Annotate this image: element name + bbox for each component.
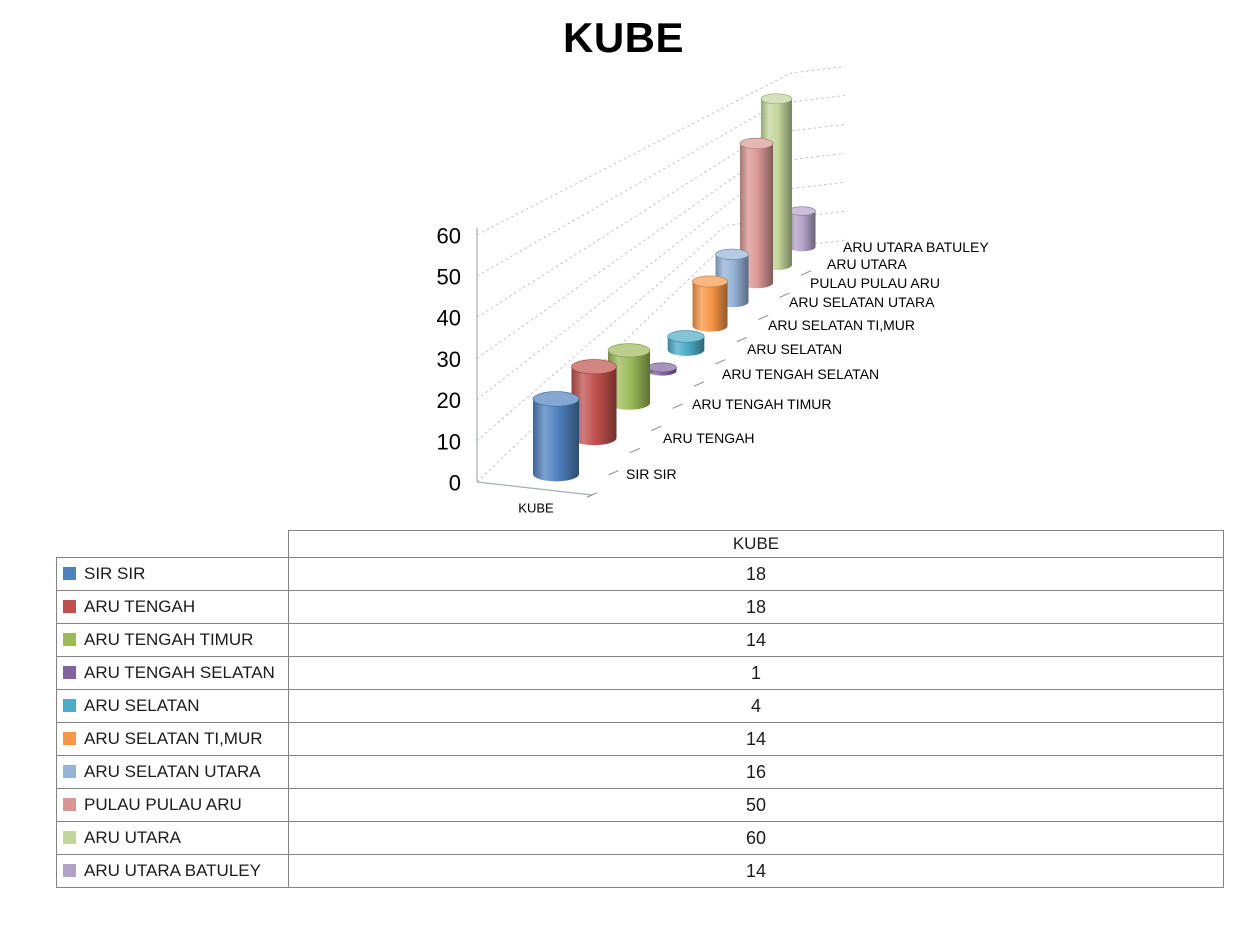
category-label: ARU SELATAN TI,MUR <box>768 317 915 333</box>
legend-swatch <box>63 666 76 679</box>
y-axis-label: 20 <box>437 388 461 413</box>
row-value: 60 <box>288 821 1224 855</box>
chart-title: KUBE <box>562 14 684 61</box>
cylinder-top <box>715 248 749 260</box>
category-label: ARU UTARA <box>827 256 908 272</box>
row-label: ARU SELATAN TI,MUR <box>84 729 263 748</box>
category-tick <box>608 470 619 476</box>
row-label: SIR SIR <box>84 564 146 583</box>
row-label: ARU SELATAN UTARA <box>84 762 261 781</box>
table-row: SIR SIR 18 <box>56 557 1224 591</box>
row-value: 50 <box>288 788 1224 822</box>
cylinder-body <box>533 398 579 474</box>
table-row: ARU SELATAN UTARA 16 <box>56 755 1224 789</box>
table-corner-cell <box>57 531 289 558</box>
cylinder-body <box>788 211 816 247</box>
row-label: ARU UTARA BATULEY <box>84 861 261 880</box>
legend-swatch <box>63 633 76 646</box>
category-tick <box>757 314 769 321</box>
category-label: PULAU PULAU ARU <box>810 275 940 291</box>
chart-data-table: KUBE SIR SIR 18 ARU TENGAH 18 ARU TENGAH… <box>56 530 1224 888</box>
category-label: ARU SELATAN <box>747 341 842 357</box>
cylinder-top <box>788 206 816 216</box>
y-axis-label: 40 <box>437 306 461 331</box>
table-row: ARU TENGAH 18 <box>56 590 1224 624</box>
row-label: ARU TENGAH TIMUR <box>84 630 254 649</box>
category-tick <box>715 359 726 365</box>
category-label: ARU TENGAH <box>663 430 755 446</box>
cylinder-top <box>667 330 705 343</box>
floor-axis-label: KUBE <box>518 501 554 516</box>
category-label: ARU TENGAH SELATAN <box>722 366 879 382</box>
category-label: SIR SIR <box>626 466 677 482</box>
cylinder-top <box>739 137 774 150</box>
table-value-header: KUBE <box>288 530 1224 558</box>
y-axis-label: 60 <box>437 223 461 248</box>
table-row: ARU UTARA BATULEY 14 <box>56 854 1224 888</box>
category-tick <box>800 270 812 276</box>
category-tick <box>650 425 662 432</box>
table-row: ARU SELATAN TI,MUR 14 <box>56 722 1224 756</box>
category-label: ARU TENGAH TIMUR <box>692 396 832 412</box>
row-value: 14 <box>288 854 1224 888</box>
row-value: 14 <box>288 623 1224 657</box>
y-axis-label: 0 <box>449 471 461 496</box>
table-row: ARU TENGAH SELATAN 1 <box>56 656 1224 690</box>
legend-swatch <box>63 864 76 877</box>
row-label: ARU TENGAH <box>84 597 196 616</box>
table-header-row: KUBE <box>57 530 1224 558</box>
cylinder-top <box>647 362 677 373</box>
floor-front-edge <box>476 481 593 496</box>
gridline-60 <box>476 66 846 236</box>
table-row: ARU TENGAH TIMUR 14 <box>56 623 1224 657</box>
row-value: 18 <box>288 590 1224 624</box>
row-value: 4 <box>288 689 1224 723</box>
row-value: 1 <box>288 656 1224 690</box>
row-label: ARU TENGAH SELATAN <box>84 663 275 682</box>
category-tick <box>736 336 748 343</box>
gridline-0 <box>476 239 846 483</box>
legend-swatch <box>63 831 76 844</box>
table-row: ARU UTARA 60 <box>56 821 1224 855</box>
cylinder-top <box>532 391 580 407</box>
legend-swatch <box>63 798 76 811</box>
row-label: ARU UTARA <box>84 828 181 847</box>
category-tick <box>779 292 790 298</box>
legend-swatch <box>63 732 76 745</box>
category-label: ARU UTARA BATULEY <box>843 239 989 255</box>
cylinder-top <box>760 93 793 105</box>
category-tick <box>586 492 598 498</box>
legend-swatch <box>63 765 76 778</box>
category-tick <box>693 381 705 387</box>
legend-swatch <box>63 699 76 712</box>
category-tick <box>672 403 683 409</box>
table-row: ARU SELATAN 4 <box>56 689 1224 723</box>
cylinder-top <box>607 343 651 358</box>
y-axis-label: 10 <box>437 429 461 454</box>
table-row: PULAU PULAU ARU 50 <box>56 788 1224 822</box>
legend-swatch <box>63 567 76 580</box>
row-label: ARU SELATAN <box>84 696 200 715</box>
category-tick <box>629 447 641 454</box>
row-value: 16 <box>288 755 1224 789</box>
row-value: 14 <box>288 722 1224 756</box>
cylinder-3d-chart: 0 10 20 30 40 50 60 SIR SIR ARU TENGAH ARU TENGAH… <box>437 66 989 516</box>
category-label: ARU SELATAN UTARA <box>789 294 935 310</box>
cylinder-top <box>571 359 617 375</box>
gridline-20 <box>476 181 846 400</box>
row-value: 18 <box>288 557 1224 591</box>
legend-swatch <box>63 600 76 613</box>
row-label: PULAU PULAU ARU <box>84 795 242 814</box>
y-axis-label: 30 <box>437 347 461 372</box>
cylinder-top <box>692 275 728 288</box>
cylinder-body <box>692 281 728 326</box>
y-axis-label: 50 <box>437 265 461 290</box>
